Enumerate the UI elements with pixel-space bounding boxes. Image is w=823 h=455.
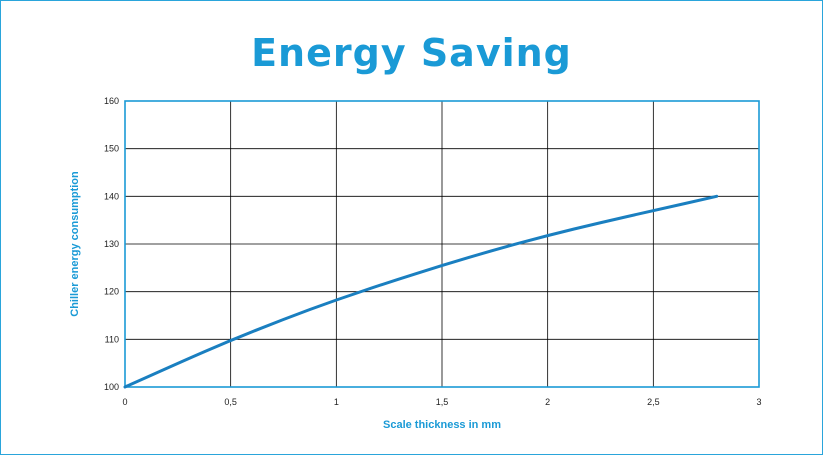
x-tick-label: 3 — [756, 397, 761, 407]
chart-title: Energy Saving — [251, 31, 572, 75]
series-line — [123, 194, 719, 389]
y-axis-label: Chiller energy consumption — [69, 171, 81, 317]
y-tick-label: 120 — [104, 287, 119, 297]
x-axis-label: Scale thickness in mm — [383, 419, 501, 431]
y-tick-label: 140 — [104, 191, 119, 201]
x-tick-label: 1,5 — [436, 397, 449, 407]
x-tick-label: 2 — [545, 397, 550, 407]
y-tick-label: 130 — [104, 239, 119, 249]
x-tick-label: 0,5 — [224, 397, 237, 407]
y-tick-label: 110 — [105, 334, 119, 344]
y-tick-label: 150 — [104, 144, 119, 154]
y-tick-label: 100 — [104, 382, 119, 392]
x-tick-label: 2,5 — [647, 397, 660, 407]
y-tick-label: 160 — [104, 96, 119, 106]
x-tick-label: 1 — [334, 397, 339, 407]
plot-border — [124, 100, 760, 388]
x-tick-label: 0 — [122, 397, 127, 407]
